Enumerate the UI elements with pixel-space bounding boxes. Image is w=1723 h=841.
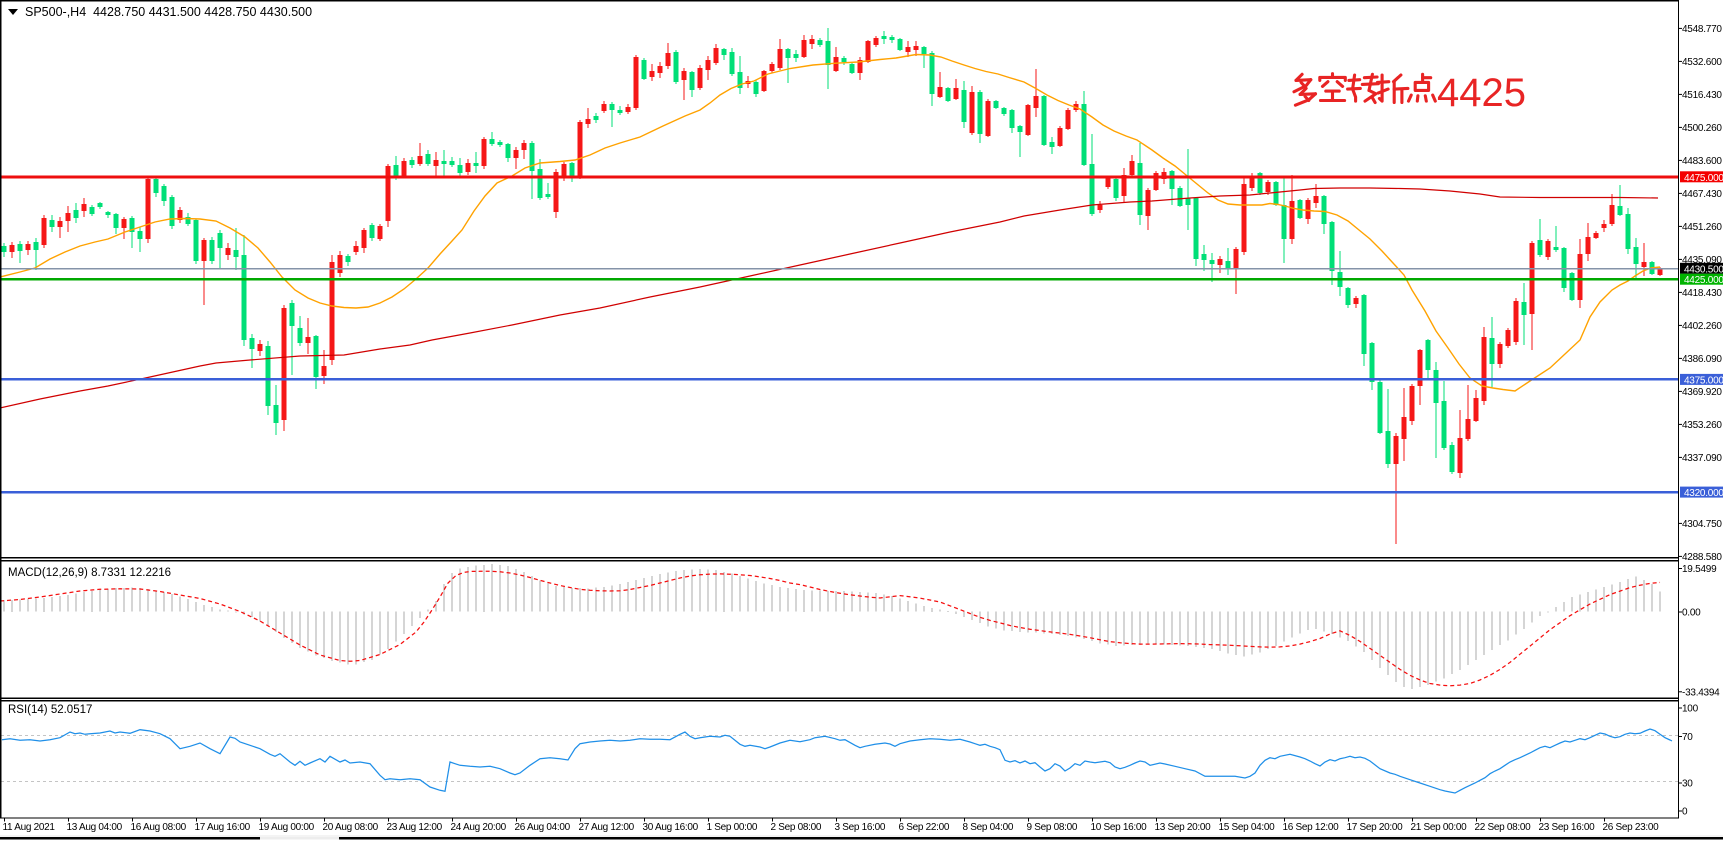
- svg-text:15 Sep 04:00: 15 Sep 04:00: [1219, 822, 1276, 833]
- svg-text:21 Sep 00:00: 21 Sep 00:00: [1411, 822, 1468, 833]
- svg-text:17 Aug 16:00: 17 Aug 16:00: [195, 822, 251, 833]
- svg-text:4369.920: 4369.920: [1682, 387, 1722, 398]
- svg-text:4483.600: 4483.600: [1682, 156, 1722, 167]
- svg-text:16 Aug 08:00: 16 Aug 08:00: [131, 822, 187, 833]
- svg-text:10 Sep 16:00: 10 Sep 16:00: [1091, 822, 1148, 833]
- svg-text:4500.260: 4500.260: [1682, 123, 1722, 134]
- svg-text:4418.430: 4418.430: [1682, 288, 1722, 299]
- svg-text:4337.090: 4337.090: [1682, 453, 1722, 464]
- svg-text:17 Sep 20:00: 17 Sep 20:00: [1347, 822, 1404, 833]
- svg-text:11 Aug 2021: 11 Aug 2021: [3, 822, 56, 833]
- svg-text:4320.000: 4320.000: [1684, 488, 1723, 499]
- svg-text:6 Sep 22:00: 6 Sep 22:00: [899, 822, 950, 833]
- svg-text:4532.600: 4532.600: [1682, 57, 1722, 68]
- svg-text:26 Aug 04:00: 26 Aug 04:00: [515, 822, 571, 833]
- svg-text:4548.770: 4548.770: [1682, 24, 1722, 35]
- svg-text:24 Aug 20:00: 24 Aug 20:00: [451, 822, 507, 833]
- svg-text:19 Aug 00:00: 19 Aug 00:00: [259, 822, 315, 833]
- svg-text:4430.500: 4430.500: [1684, 264, 1723, 275]
- svg-text:27 Aug 12:00: 27 Aug 12:00: [579, 822, 635, 833]
- svg-text:4516.430: 4516.430: [1682, 90, 1722, 101]
- svg-text:23 Sep 16:00: 23 Sep 16:00: [1539, 822, 1596, 833]
- svg-text:9 Sep 08:00: 9 Sep 08:00: [1027, 822, 1078, 833]
- svg-text:4425: 4425: [1437, 71, 1526, 115]
- svg-text:MACD(12,26,9) 8.7331 12.2216: MACD(12,26,9) 8.7331 12.2216: [8, 567, 171, 579]
- svg-text:100: 100: [1682, 704, 1699, 715]
- svg-text:8 Sep 04:00: 8 Sep 04:00: [963, 822, 1014, 833]
- svg-text:30: 30: [1682, 779, 1693, 790]
- svg-text:70: 70: [1682, 732, 1693, 743]
- svg-text:26 Sep 23:00: 26 Sep 23:00: [1603, 822, 1660, 833]
- svg-text:4467.430: 4467.430: [1682, 189, 1722, 200]
- svg-text:-33.4394: -33.4394: [1682, 687, 1720, 698]
- svg-text:4386.090: 4386.090: [1682, 354, 1722, 365]
- svg-text:13 Aug 04:00: 13 Aug 04:00: [67, 822, 123, 833]
- svg-text:4353.260: 4353.260: [1682, 420, 1722, 431]
- svg-text:30 Aug 16:00: 30 Aug 16:00: [643, 822, 699, 833]
- svg-text:4451.260: 4451.260: [1682, 222, 1722, 233]
- svg-text:4375.000: 4375.000: [1684, 375, 1723, 386]
- svg-text:1 Sep 00:00: 1 Sep 00:00: [707, 822, 758, 833]
- svg-text:13 Sep 20:00: 13 Sep 20:00: [1155, 822, 1212, 833]
- svg-text:SP500-,H4 4428.750 4431.500 4: SP500-,H4 4428.750 4431.500 4428.750 443…: [25, 5, 312, 19]
- svg-text:0.00: 0.00: [1682, 608, 1701, 619]
- svg-text:4435.090: 4435.090: [1682, 255, 1722, 266]
- svg-text:16 Sep 12:00: 16 Sep 12:00: [1283, 822, 1340, 833]
- svg-text:4402.260: 4402.260: [1682, 321, 1722, 332]
- svg-text:RSI(14) 52.0517: RSI(14) 52.0517: [8, 704, 92, 716]
- svg-text:4304.750: 4304.750: [1682, 519, 1722, 530]
- svg-text:4475.000: 4475.000: [1684, 173, 1723, 184]
- svg-text:2 Sep 08:00: 2 Sep 08:00: [771, 822, 822, 833]
- svg-text:23 Aug 12:00: 23 Aug 12:00: [387, 822, 443, 833]
- svg-text:3 Sep 16:00: 3 Sep 16:00: [835, 822, 886, 833]
- svg-text:20 Aug 08:00: 20 Aug 08:00: [323, 822, 379, 833]
- svg-text:4425.000: 4425.000: [1684, 275, 1723, 286]
- svg-text:4288.580: 4288.580: [1682, 552, 1722, 563]
- svg-text:19.5499: 19.5499: [1682, 564, 1717, 575]
- svg-text:22 Sep 08:00: 22 Sep 08:00: [1475, 822, 1532, 833]
- svg-text:0: 0: [1682, 807, 1688, 818]
